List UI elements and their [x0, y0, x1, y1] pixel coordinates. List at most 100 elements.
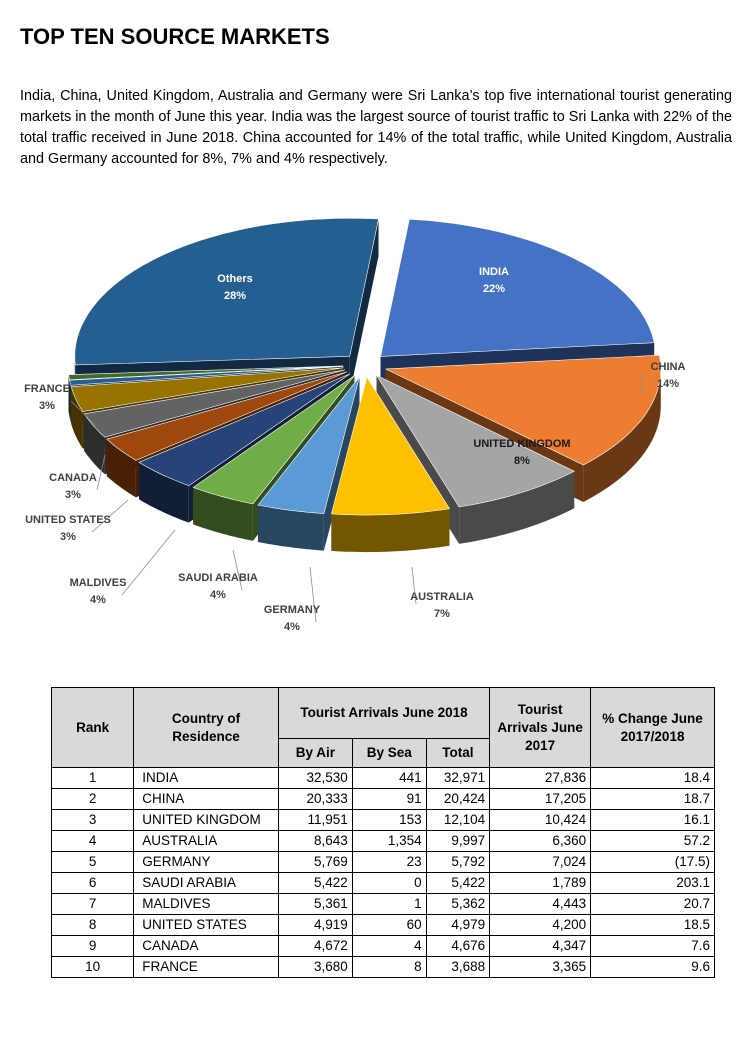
cell-sea: 1 [351, 893, 427, 915]
cell-air: 4,672 [277, 935, 353, 957]
cell-country: AUSTRALIA [133, 830, 279, 852]
cell-country: UNITED STATES [133, 914, 279, 936]
cell-change: 18.7 [590, 788, 715, 810]
cell-change: (17.5) [590, 851, 715, 873]
cell-country: CHINA [133, 788, 279, 810]
leader-line [232, 549, 243, 591]
slice-value-label: 7% [434, 608, 450, 620]
cell-air: 32,530 [277, 767, 353, 789]
cell-air: 5,361 [277, 893, 353, 915]
cell-country: CANADA [133, 935, 279, 957]
cell-change: 9.6 [590, 956, 715, 978]
header-arrivals-2018: Tourist Arrivals June 2018 [277, 687, 491, 739]
cell-air: 20,333 [277, 788, 353, 810]
cell-total: 9,997 [425, 830, 491, 852]
cell-rank: 9 [50, 935, 135, 957]
cell-y2017: 6,360 [489, 830, 592, 852]
cell-y2017: 27,836 [489, 767, 592, 789]
cell-change: 16.1 [590, 809, 715, 831]
cell-total: 4,676 [425, 935, 491, 957]
leader-line [96, 454, 106, 491]
slice-value-label: 3% [60, 531, 76, 543]
cell-y2017: 7,024 [489, 851, 592, 873]
slice-label: GERMANY [264, 604, 321, 616]
cell-rank: 1 [50, 767, 135, 789]
cell-y2017: 17,205 [489, 788, 592, 810]
cell-country: FRANCE [133, 956, 279, 978]
table-row: 7 MALDIVES 5,361 1 5,362 4,443 20.7 [50, 893, 715, 915]
cell-air: 3,680 [277, 956, 353, 978]
table-row: 9 CANADA 4,672 4 4,676 4,347 7.6 [50, 935, 715, 957]
slice-value-label: 28% [224, 290, 246, 302]
header-change: % Change June 2017/2018 [590, 687, 715, 768]
cell-total: 5,422 [425, 872, 491, 894]
cell-rank: 7 [50, 893, 135, 915]
slice-value-label: 4% [210, 589, 226, 601]
slice-label: CANADA [49, 472, 97, 484]
cell-sea: 153 [351, 809, 427, 831]
cell-total: 32,971 [425, 767, 491, 789]
cell-total: 12,104 [425, 809, 491, 831]
slice-value-label: 14% [657, 378, 679, 390]
slice-label: AUSTRALIA [410, 591, 474, 603]
table-row: 3 UNITED KINGDOM 11,951 153 12,104 10,424 16.1 [50, 809, 715, 831]
slice-value-label: 3% [39, 400, 55, 412]
table-row: 5 GERMANY 5,769 23 5,792 7,024 (17.5) [50, 851, 715, 873]
cell-y2017: 3,365 [489, 956, 592, 978]
table-row: 1 INDIA 32,530 441 32,971 27,836 18.4 [50, 767, 715, 789]
header-arrivals-2017: Tourist Arrivals June 2017 [489, 687, 592, 768]
slice-label: UNITED STATES [25, 514, 111, 526]
top-ten-markets-table: Rank Country of Residence Tourist Arriva… [50, 687, 715, 978]
leader-line [640, 373, 643, 396]
cell-sea: 91 [351, 788, 427, 810]
cell-rank: 10 [50, 956, 135, 978]
cell-y2017: 1,789 [489, 872, 592, 894]
cell-total: 4,979 [425, 914, 491, 936]
header-by-air: By Air [277, 738, 353, 768]
cell-change: 20.7 [590, 893, 715, 915]
header-total: Total [425, 738, 491, 768]
cell-rank: 8 [50, 914, 135, 936]
slice-value-label: 4% [90, 594, 106, 606]
leader-line [309, 566, 317, 623]
header-rank: Rank [50, 687, 135, 768]
cell-change: 7.6 [590, 935, 715, 957]
cell-air: 11,951 [277, 809, 353, 831]
cell-air: 5,769 [277, 851, 353, 873]
slice-value-label: 4% [284, 621, 300, 633]
leader-line [121, 529, 176, 596]
cell-air: 8,643 [277, 830, 353, 852]
cell-sea: 23 [351, 851, 427, 873]
slice-label: FRANCE [24, 383, 70, 395]
table-row: 2 CHINA 20,333 91 20,424 17,205 18.7 [50, 788, 715, 810]
slice-label: CHINA [651, 361, 686, 373]
slice-value-label: 22% [483, 283, 505, 295]
leader-line [411, 566, 417, 605]
cell-air: 5,422 [277, 872, 353, 894]
cell-change: 18.5 [590, 914, 715, 936]
cell-sea: 1,354 [351, 830, 427, 852]
cell-total: 20,424 [425, 788, 491, 810]
cell-sea: 4 [351, 935, 427, 957]
cell-total: 5,362 [425, 893, 491, 915]
cell-y2017: 4,200 [489, 914, 592, 936]
cell-total: 5,792 [425, 851, 491, 873]
page-title: TOP TEN SOURCE MARKETS [20, 24, 330, 49]
table-row: 6 SAUDI ARABIA 5,422 0 5,422 1,789 203.1 [50, 872, 715, 894]
cell-sea: 8 [351, 956, 427, 978]
slice-label: SAUDI ARABIA [178, 572, 258, 584]
cell-country: UNITED KINGDOM [133, 809, 279, 831]
intro-paragraph: India, China, United Kingdom, Australia … [20, 88, 732, 167]
slice-value-label: 8% [514, 455, 530, 467]
cell-rank: 5 [50, 851, 135, 873]
slice-label: MALDIVES [70, 577, 127, 589]
slice-label: UNITED KINGDOM [473, 438, 570, 450]
cell-change: 18.4 [590, 767, 715, 789]
cell-rank: 3 [50, 809, 135, 831]
cell-total: 3,688 [425, 956, 491, 978]
table-row: 10 FRANCE 3,680 8 3,688 3,365 9.6 [50, 956, 715, 978]
leader-line [70, 400, 96, 426]
cell-sea: 441 [351, 767, 427, 789]
cell-y2017: 10,424 [489, 809, 592, 831]
cell-rank: 4 [50, 830, 135, 852]
